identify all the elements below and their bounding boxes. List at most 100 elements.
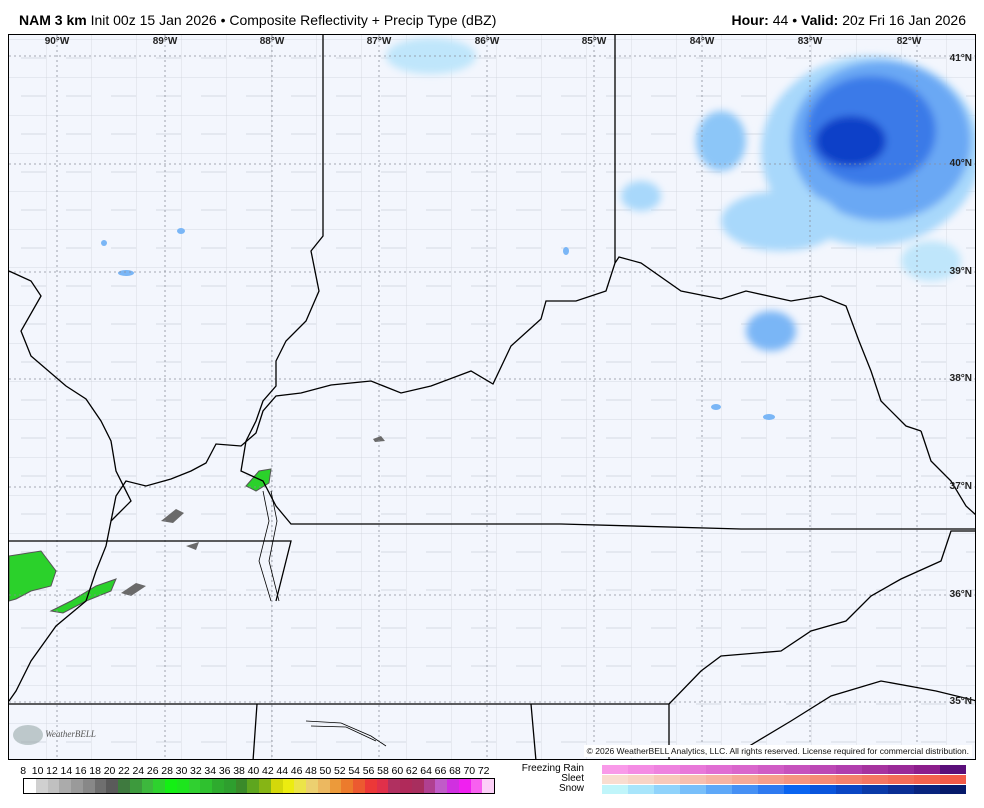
lat-label: 39°N	[949, 266, 972, 277]
snow-swatch	[706, 785, 732, 794]
lat-label: 38°N	[949, 373, 972, 384]
dbz-tick: 52	[333, 765, 346, 777]
lon-label: 82°W	[896, 36, 922, 47]
dbz-tick: 12	[46, 765, 58, 777]
snow-swatch	[862, 785, 888, 794]
valid-time: 20z Fri 16 Jan 2026	[842, 12, 966, 28]
sleet-swatch	[654, 775, 680, 784]
freezing-rain-swatch	[706, 765, 732, 774]
dbz-color-swatch	[212, 779, 224, 793]
logo-text: WeatherBELL	[45, 729, 96, 740]
snow-swatch	[810, 785, 836, 794]
dbz-tick: 30	[175, 765, 188, 777]
dbz-tick: 16	[74, 765, 87, 777]
valid-info: Hour: 44 • Valid: 20z Fri 16 Jan 2026	[732, 12, 966, 28]
dbz-color-swatch	[141, 779, 154, 793]
lat-label: 40°N	[949, 158, 972, 169]
sleet-swatch	[732, 775, 758, 784]
dbz-tick: 26	[146, 765, 159, 777]
freezing-rain-swatch	[602, 765, 628, 774]
dbz-color-swatch	[71, 779, 83, 793]
dbz-color-swatch	[94, 779, 107, 793]
freezing-rain-swatch	[784, 765, 810, 774]
freezing-rain-swatch	[758, 765, 784, 774]
sleet-swatch	[758, 775, 784, 784]
freezing-rain-label: Freezing Rain	[521, 763, 584, 774]
lat-label: 37°N	[949, 481, 972, 492]
sleet-swatch	[784, 775, 810, 784]
rivers	[258, 490, 387, 747]
lon-label: 83°W	[797, 36, 823, 47]
snow-swatch	[888, 785, 914, 794]
sleet-swatch	[810, 775, 836, 784]
snow-swatch	[654, 785, 680, 794]
dbz-tick: 72	[477, 765, 490, 777]
dbz-color-swatch	[411, 779, 424, 793]
sleet-swatch	[602, 775, 628, 784]
dbz-color-swatch	[400, 779, 412, 793]
dbz-tick: 10	[31, 765, 44, 777]
separator: •	[220, 12, 226, 28]
dbz-tick: 28	[161, 765, 173, 777]
sleet-colorbar	[602, 775, 966, 784]
dbz-tick: 44	[276, 765, 289, 777]
freezing-rain-swatch	[732, 765, 758, 774]
dbz-color-swatch	[35, 779, 48, 793]
dbz-color-swatch	[341, 779, 353, 793]
sleet-swatch	[680, 775, 706, 784]
snow-swatch	[602, 785, 628, 794]
freezing-rain-swatch	[628, 765, 654, 774]
dbz-tick: 58	[377, 765, 389, 777]
state-borders	[9, 35, 975, 759]
snow-label: Snow	[558, 783, 584, 794]
lon-label: 84°W	[689, 36, 715, 47]
freezing-rain-swatch	[836, 765, 862, 774]
valid-label: Valid:	[801, 12, 839, 28]
snow-area	[386, 38, 975, 351]
dbz-tick: 40	[247, 765, 260, 777]
dbz-color-swatch	[470, 779, 483, 793]
dbz-tick: 62	[405, 765, 418, 777]
dbz-tick: 34	[204, 765, 217, 777]
dbz-color-swatch	[306, 779, 318, 793]
map-canvas	[9, 35, 975, 759]
hour-label: Hour:	[731, 12, 769, 28]
forecast-hour: 44	[772, 12, 789, 28]
dbz-tick: 8	[20, 765, 27, 777]
lon-label: 87°W	[366, 36, 392, 47]
dbz-tick: 36	[218, 765, 231, 777]
dbz-tick: 42	[261, 765, 274, 777]
dbz-color-swatch	[223, 779, 236, 793]
dbz-color-swatch	[129, 779, 142, 793]
snow-swatch	[680, 785, 706, 794]
init-time: Init 00z 15 Jan 2026	[90, 12, 217, 28]
sleet-swatch	[836, 775, 862, 784]
freezing-rain-swatch	[654, 765, 680, 774]
dbz-tick: 32	[190, 765, 202, 777]
lat-label: 35°N	[949, 696, 972, 707]
lon-label: 85°W	[581, 36, 607, 47]
dbz-color-swatch	[364, 779, 377, 793]
dbz-tick: 38	[233, 765, 245, 777]
dbz-tick-labels: 8 10 12 14 16 18 20 22 24 26 28 30 32 34 36 38 40 42 44 46 4…	[16, 765, 491, 777]
sleet-swatch	[628, 775, 654, 784]
dbz-color-swatch	[118, 779, 130, 793]
copyright-notice: © 2026 WeatherBELL Analytics, LLC. All r…	[583, 745, 972, 757]
dbz-tick: 20	[103, 765, 116, 777]
dbz-color-swatch	[106, 779, 118, 793]
dbz-tick: 70	[463, 765, 476, 777]
snow-swatch	[732, 785, 758, 794]
freezing-rain-swatch	[888, 765, 914, 774]
lon-label: 86°W	[474, 36, 500, 47]
dbz-color-swatch	[458, 779, 471, 793]
dbz-tick: 68	[449, 765, 461, 777]
dbz-tick: 56	[362, 765, 375, 777]
freezing-rain-colorbar	[602, 765, 966, 774]
sleet-swatch	[914, 775, 940, 784]
map-title: NAM 3 km Init 00z 15 Jan 2026 • Composit…	[19, 12, 496, 28]
sleet-swatch	[862, 775, 888, 784]
lon-label: 89°W	[152, 36, 178, 47]
dbz-color-swatch	[329, 779, 342, 793]
freezing-rain-swatch	[810, 765, 836, 774]
freezing-rain-swatch	[680, 765, 706, 774]
